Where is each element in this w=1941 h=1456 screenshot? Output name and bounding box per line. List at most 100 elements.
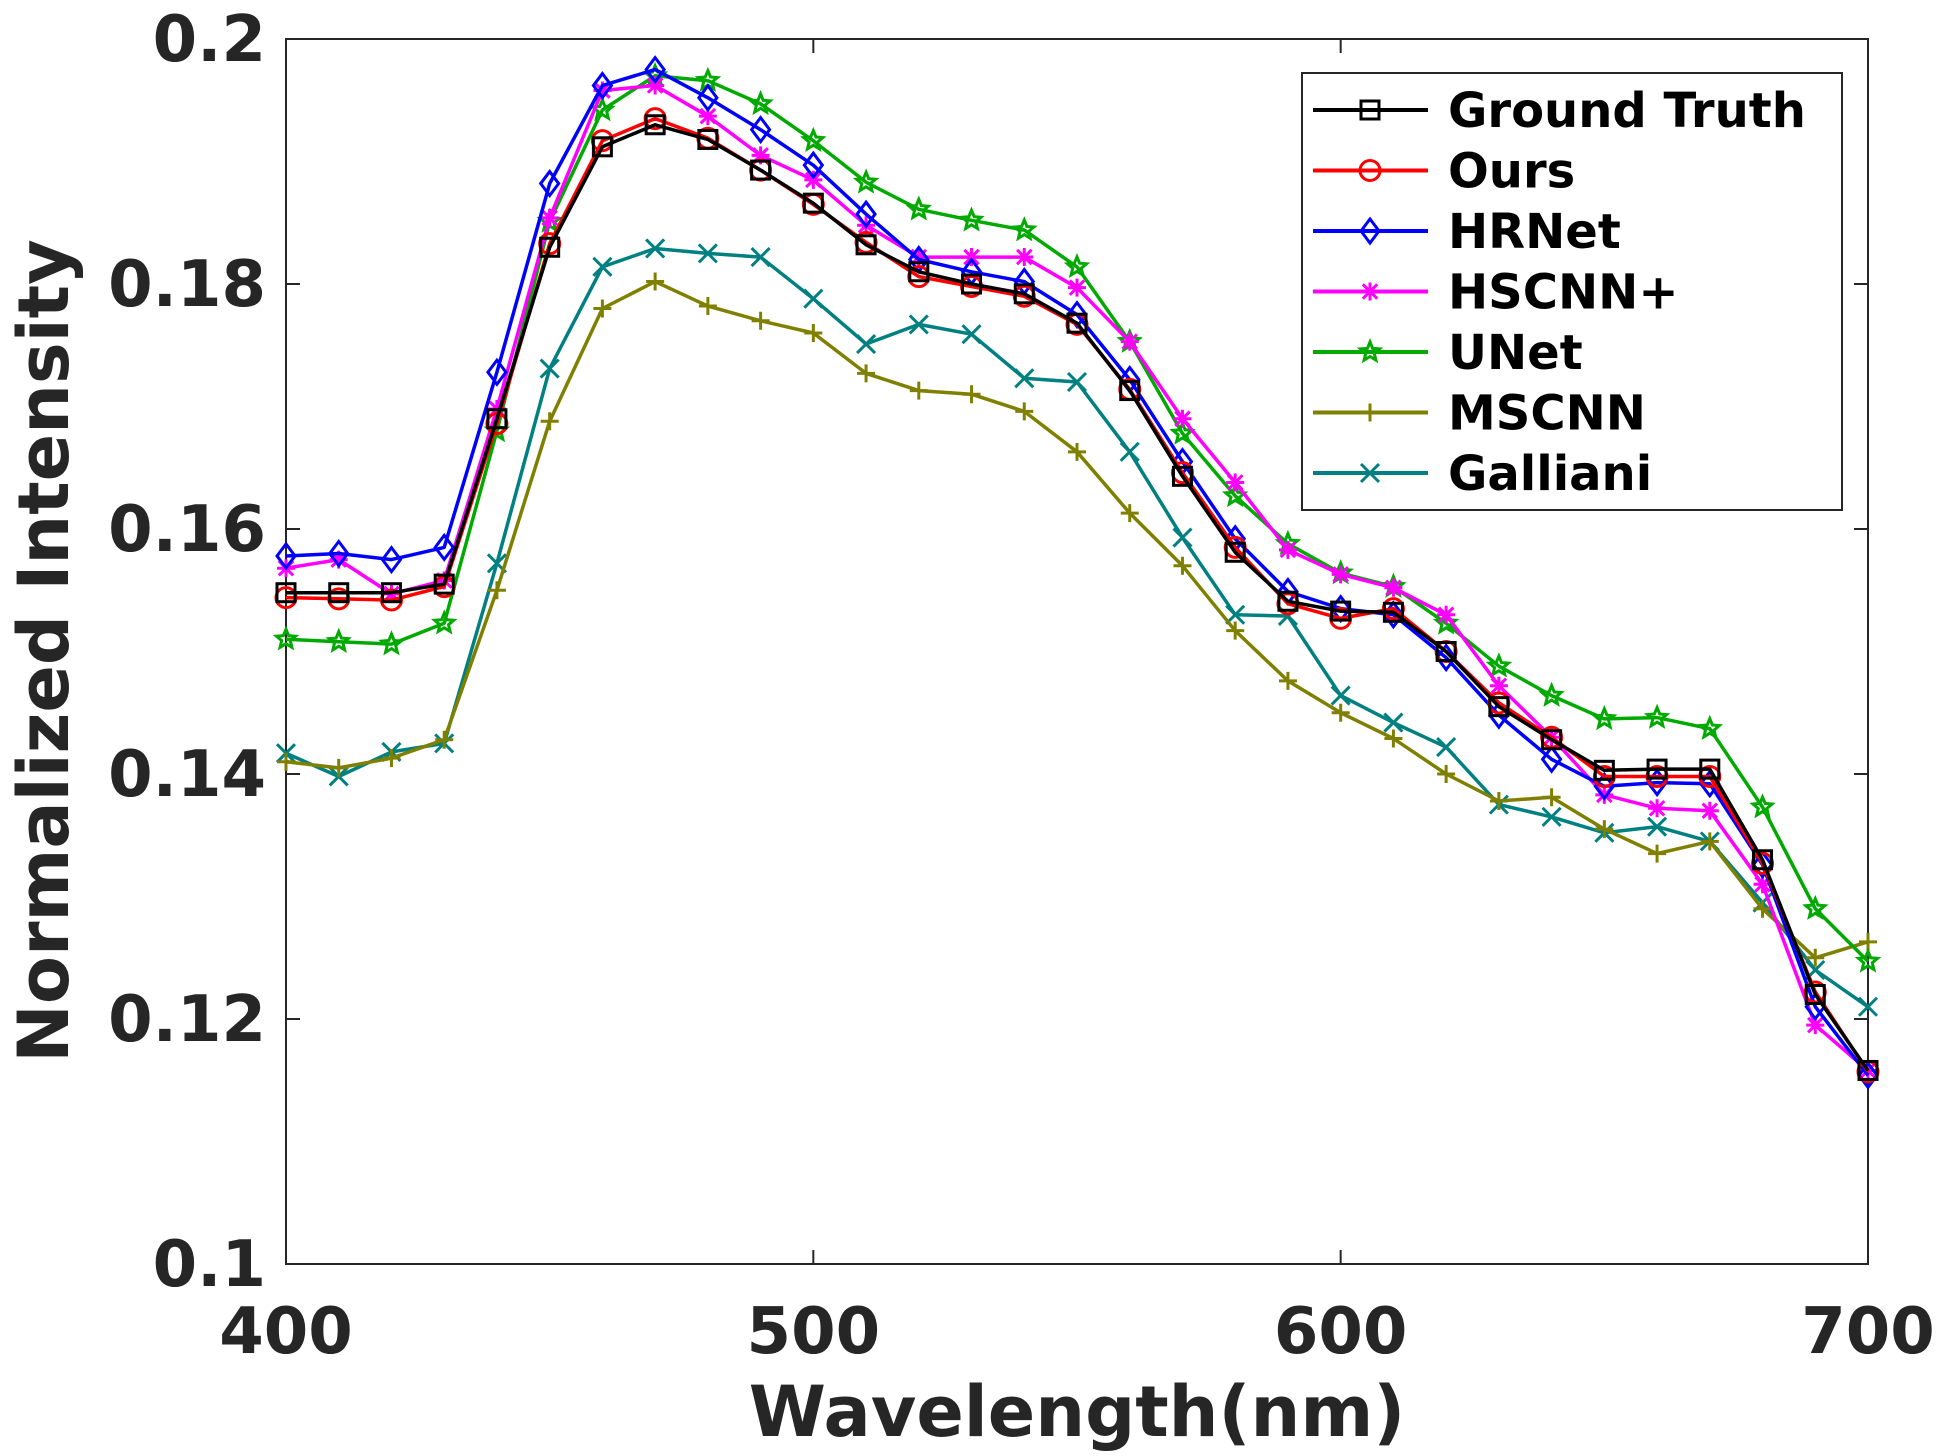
data-point xyxy=(804,324,823,342)
data-point xyxy=(1806,1016,1825,1035)
y-tick-label: 0.1 xyxy=(153,1228,266,1302)
legend-label: MSCNN xyxy=(1448,386,1646,442)
legend-marker xyxy=(1358,159,1382,182)
data-point xyxy=(751,146,770,165)
legend-marker xyxy=(1356,338,1384,364)
legend-item: HSCNN+ xyxy=(1313,265,1679,321)
data-point xyxy=(487,581,506,600)
legend-marker xyxy=(1361,403,1379,422)
data-point xyxy=(1593,771,1616,801)
data-point xyxy=(1382,601,1404,623)
data-point xyxy=(751,311,770,330)
legend-item: Galliani xyxy=(1313,446,1652,502)
data-point xyxy=(1753,899,1772,918)
data-point xyxy=(325,627,352,653)
legend-label: HSCNN+ xyxy=(1448,265,1679,321)
data-point xyxy=(749,115,772,145)
data-point xyxy=(958,206,985,232)
data-point xyxy=(645,238,666,259)
data-point xyxy=(1804,984,1826,1005)
data-point xyxy=(1119,380,1141,402)
data-point xyxy=(1226,621,1245,640)
data-point xyxy=(1277,590,1299,612)
data-point xyxy=(1169,419,1196,445)
y-tick-label: 0.14 xyxy=(108,738,266,812)
data-point xyxy=(1331,565,1350,584)
data-point xyxy=(1542,788,1561,807)
series-line xyxy=(286,123,1870,1072)
data-point xyxy=(1383,712,1404,733)
data-point xyxy=(1857,996,1879,1017)
data-point xyxy=(1278,671,1297,690)
data-point xyxy=(1331,703,1350,722)
data-point xyxy=(1488,696,1510,718)
series-layer xyxy=(272,55,1882,1090)
y-tick-label: 0.16 xyxy=(108,493,266,567)
data-point xyxy=(329,758,348,777)
data-point xyxy=(539,358,560,379)
legend-item: Ours xyxy=(1313,144,1575,200)
y-axis-label: Normalized Intensity xyxy=(3,239,85,1062)
data-point xyxy=(909,381,928,400)
data-point xyxy=(382,749,401,768)
data-point xyxy=(430,609,458,635)
data-point xyxy=(1066,312,1088,334)
data-point xyxy=(1171,465,1193,487)
data-point xyxy=(1802,894,1829,920)
data-point xyxy=(1119,441,1140,462)
data-point xyxy=(1485,652,1513,678)
data-point xyxy=(1591,705,1618,731)
data-point xyxy=(750,159,772,181)
legend-marker xyxy=(1359,99,1381,121)
data-point xyxy=(1751,850,1774,880)
data-point xyxy=(1068,278,1086,297)
data-point xyxy=(1063,252,1091,278)
legend-item: Ground Truth xyxy=(1313,83,1806,139)
x-tick-label: 600 xyxy=(1274,1295,1408,1369)
data-point xyxy=(802,150,825,180)
data-point xyxy=(855,199,877,229)
data-point xyxy=(856,333,877,355)
data-point xyxy=(593,299,612,318)
data-point xyxy=(1540,744,1563,774)
data-point xyxy=(327,539,350,568)
data-point xyxy=(1749,793,1776,819)
data-point xyxy=(328,582,350,604)
data-point xyxy=(380,545,403,575)
data-point xyxy=(1278,540,1297,559)
data-point xyxy=(1593,759,1615,781)
data-point xyxy=(1437,765,1456,783)
data-point xyxy=(696,83,719,113)
data-point xyxy=(1806,948,1825,967)
data-point xyxy=(1436,736,1457,758)
data-point xyxy=(378,630,405,656)
legend-item: HRNet xyxy=(1313,204,1621,260)
data-point xyxy=(433,573,455,595)
legend-label: Galliani xyxy=(1448,446,1652,502)
data-point xyxy=(1696,714,1723,740)
data-point xyxy=(697,128,719,150)
data-point xyxy=(539,236,561,258)
x-tick-label: 700 xyxy=(1801,1295,1935,1369)
data-point xyxy=(1013,283,1035,305)
data-point xyxy=(275,541,297,571)
legend-item: MSCNN xyxy=(1313,386,1646,442)
data-point xyxy=(433,532,456,562)
data-point xyxy=(961,273,983,295)
legend-label: Ground Truth xyxy=(1448,83,1806,139)
data-point xyxy=(1854,947,1882,973)
data-point xyxy=(540,412,559,431)
data-point xyxy=(1435,641,1457,662)
data-point xyxy=(1699,758,1721,780)
data-point xyxy=(1226,473,1245,492)
data-point xyxy=(962,248,981,267)
data-point xyxy=(1489,791,1508,810)
data-point xyxy=(1700,832,1719,851)
data-point xyxy=(646,76,665,95)
data-point xyxy=(1120,332,1139,351)
data-point xyxy=(1384,729,1403,748)
x-tick-label: 400 xyxy=(219,1295,353,1369)
y-tick-label: 0.18 xyxy=(108,248,266,322)
legend-item: UNet xyxy=(1313,325,1583,381)
